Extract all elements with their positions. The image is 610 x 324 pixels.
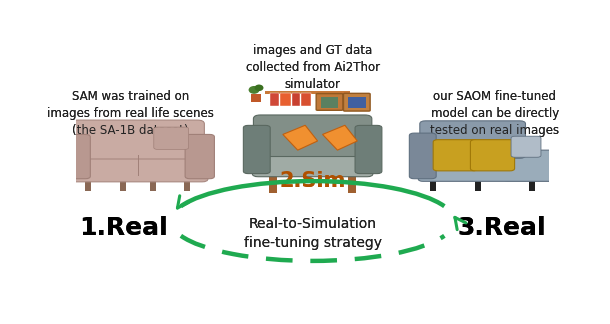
Text: our SAOM fine-tuned
model can be directly
tested on real images: our SAOM fine-tuned model can be directl… — [430, 90, 559, 137]
Bar — [529, 178, 535, 191]
Bar — [281, 93, 292, 106]
Bar — [120, 174, 126, 191]
FancyBboxPatch shape — [243, 125, 270, 174]
Polygon shape — [323, 125, 357, 150]
FancyBboxPatch shape — [355, 125, 382, 174]
Bar — [348, 97, 366, 109]
Text: our SAOM fine-tuned
model can be directly
tested on real images: our SAOM fine-tuned model can be directl… — [430, 90, 559, 137]
Text: 2.Sim: 2.Sim — [279, 171, 346, 191]
Ellipse shape — [254, 85, 264, 91]
Bar — [251, 94, 262, 102]
Bar — [301, 93, 311, 106]
Bar — [184, 174, 190, 191]
Ellipse shape — [249, 86, 259, 94]
FancyBboxPatch shape — [253, 147, 373, 177]
Bar — [292, 93, 300, 106]
FancyBboxPatch shape — [504, 153, 556, 181]
Text: images and GT data
collected from Ai2Thor
simulator: images and GT data collected from Ai2Tho… — [246, 44, 379, 91]
Text: 1.Real: 1.Real — [79, 216, 168, 240]
Polygon shape — [283, 125, 318, 150]
FancyBboxPatch shape — [343, 93, 370, 111]
Text: images and GT data
collected from Ai2Thor
simulator: images and GT data collected from Ai2Tho… — [246, 44, 379, 91]
Bar — [269, 171, 277, 193]
Text: Real-to-Simulation
fine-tuning strategy: Real-to-Simulation fine-tuning strategy — [243, 217, 382, 250]
Text: SAM was trained on
images from real life scenes
(the SA-1B dataset): SAM was trained on images from real life… — [47, 90, 214, 137]
FancyBboxPatch shape — [511, 136, 541, 157]
Bar — [265, 91, 350, 94]
FancyBboxPatch shape — [253, 115, 372, 156]
Text: 1.Real: 1.Real — [79, 216, 168, 240]
FancyBboxPatch shape — [316, 94, 343, 110]
Text: Real-to-Simulation
fine-tuning strategy: Real-to-Simulation fine-tuning strategy — [243, 217, 382, 250]
Bar — [475, 178, 481, 191]
Bar — [348, 171, 356, 193]
FancyBboxPatch shape — [185, 134, 214, 179]
Bar — [85, 174, 91, 191]
Text: 3.Real: 3.Real — [458, 216, 546, 240]
Bar — [321, 97, 339, 108]
FancyBboxPatch shape — [71, 120, 204, 159]
Bar — [149, 174, 156, 191]
Text: SAM was trained on
images from real life scenes
(the SA-1B dataset): SAM was trained on images from real life… — [47, 90, 214, 137]
Text: 3.Real: 3.Real — [458, 216, 546, 240]
FancyBboxPatch shape — [68, 150, 208, 182]
FancyBboxPatch shape — [154, 127, 188, 149]
FancyBboxPatch shape — [433, 140, 478, 171]
FancyBboxPatch shape — [61, 134, 90, 179]
Bar — [430, 178, 436, 191]
Bar — [270, 93, 279, 106]
FancyBboxPatch shape — [418, 150, 557, 181]
FancyBboxPatch shape — [470, 140, 515, 171]
Text: 2.Sim: 2.Sim — [279, 171, 346, 191]
FancyBboxPatch shape — [420, 121, 525, 158]
FancyBboxPatch shape — [409, 133, 436, 179]
